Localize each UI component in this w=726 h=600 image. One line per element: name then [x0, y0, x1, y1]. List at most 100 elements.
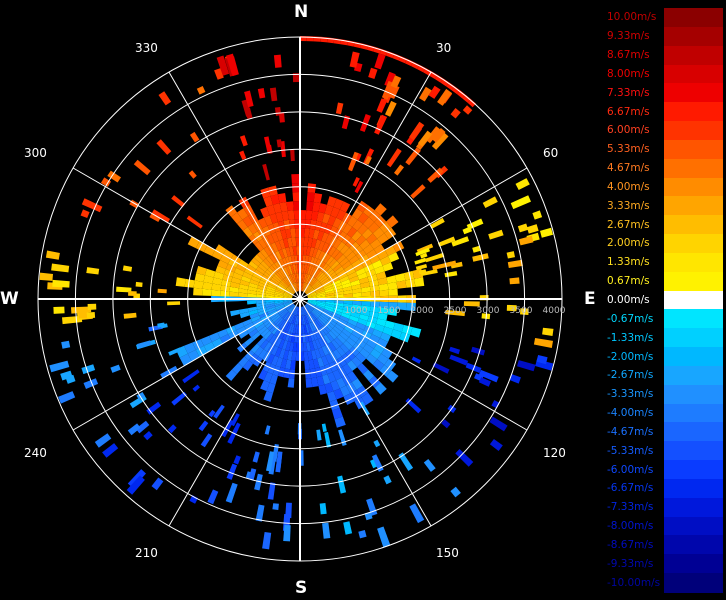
- radar-gate: [321, 232, 329, 243]
- radar-gate: [332, 282, 342, 289]
- radar-gate: [251, 331, 261, 341]
- radar-gate: [349, 315, 359, 323]
- radar-gate: [336, 241, 346, 252]
- radar-echo: [472, 245, 481, 253]
- radar-gate: [225, 369, 237, 381]
- radar-gate: [331, 248, 340, 259]
- radar-gate: [263, 196, 273, 207]
- radar-gate: [247, 306, 258, 312]
- radar-gate: [349, 241, 360, 252]
- radar-gate: [314, 348, 322, 359]
- radar-gate: [265, 320, 274, 329]
- radar-gate: [295, 264, 299, 274]
- radar-gate: [316, 375, 325, 387]
- radar-gate: [309, 277, 316, 286]
- radar-echo: [254, 473, 263, 491]
- radar-echo: [518, 235, 534, 246]
- radar-gate: [339, 385, 351, 397]
- radar-gate: [316, 294, 326, 298]
- radar-gate: [265, 332, 275, 342]
- radar-gate: [303, 237, 309, 247]
- radar-echo: [441, 419, 451, 429]
- legend-swatch: [664, 460, 723, 480]
- legend-swatch: [664, 102, 723, 122]
- radar-gate: [228, 330, 239, 339]
- radar-echo: [392, 53, 401, 61]
- radar-gate: [312, 281, 321, 289]
- radar-gate: [300, 282, 303, 292]
- radar-gate: [343, 340, 353, 351]
- radar-echo: [467, 99, 476, 108]
- radar-gate: [331, 312, 341, 319]
- radar-gate: [293, 283, 298, 292]
- radar-gate: [275, 287, 285, 293]
- radar-gate: [306, 246, 311, 256]
- radar-gate: [265, 292, 275, 297]
- radar-gate: [238, 284, 249, 290]
- radar-gate: [310, 278, 317, 286]
- radar-gate: [282, 238, 289, 249]
- radar-gate: [307, 332, 313, 342]
- radar-gate: [318, 347, 326, 358]
- radar-gate: [283, 267, 290, 276]
- radar-gate: [275, 250, 283, 261]
- radar-gate: [274, 273, 282, 282]
- radar-echo: [283, 525, 291, 542]
- radar-gate: [301, 264, 305, 274]
- radar-gate: [296, 273, 299, 283]
- radar-gate: [347, 371, 358, 383]
- radar-gate: [324, 223, 333, 235]
- radar-gate: [331, 339, 340, 350]
- legend-swatch: [664, 516, 723, 537]
- radar-echo: [271, 444, 279, 462]
- radar-gate: [281, 311, 290, 319]
- radar-gate: [325, 295, 335, 299]
- radar-gate: [275, 289, 285, 294]
- radar-echo: [225, 482, 238, 504]
- radar-gate: [175, 277, 186, 287]
- radar-gate: [283, 294, 293, 298]
- radar-gate: [310, 311, 319, 319]
- radar-gate: [273, 203, 282, 214]
- radar-gate: [236, 263, 247, 272]
- radar-echo: [506, 304, 517, 312]
- radar-echo: [488, 229, 504, 240]
- radar-gate: [274, 347, 282, 358]
- radar-gate: [272, 365, 281, 376]
- radar-gate: [314, 307, 323, 314]
- radar-gate: [266, 288, 276, 293]
- radar-echo: [227, 56, 239, 77]
- radar-gate: [292, 315, 297, 325]
- bearing-label-210: 210: [135, 546, 158, 560]
- radar-gate: [405, 278, 416, 288]
- radar-echo: [122, 265, 133, 272]
- radar-gate: [269, 312, 279, 319]
- radar-gate: [346, 251, 356, 261]
- radar-echo: [410, 184, 426, 199]
- radar-gate: [307, 293, 317, 298]
- radar-gate: [314, 239, 322, 250]
- legend-swatch: [664, 290, 723, 311]
- radar-echo: [186, 215, 203, 229]
- radar-gate: [271, 325, 280, 335]
- radar-gate: [287, 237, 293, 248]
- legend-label: -1.33m/s: [607, 331, 654, 344]
- radar-gate: [283, 300, 293, 304]
- radar-gate: [358, 334, 370, 344]
- radar-gate: [193, 287, 203, 296]
- radar-gate: [379, 364, 392, 377]
- radar-echo: [437, 88, 453, 106]
- radar-gate: [323, 254, 332, 264]
- radar-gate: [247, 300, 257, 305]
- legend-label: 6.67m/s: [607, 105, 650, 118]
- radar-gate: [388, 252, 400, 263]
- radar-echo: [417, 130, 433, 147]
- radar-gate: [334, 416, 346, 428]
- radar-gate: [319, 315, 328, 323]
- radar-gate: [193, 280, 204, 289]
- radar-gate: [363, 369, 375, 381]
- radar-gate: [357, 223, 369, 235]
- radar-gate: [316, 302, 326, 306]
- radar-gate: [388, 288, 398, 296]
- radar-echo: [423, 459, 436, 472]
